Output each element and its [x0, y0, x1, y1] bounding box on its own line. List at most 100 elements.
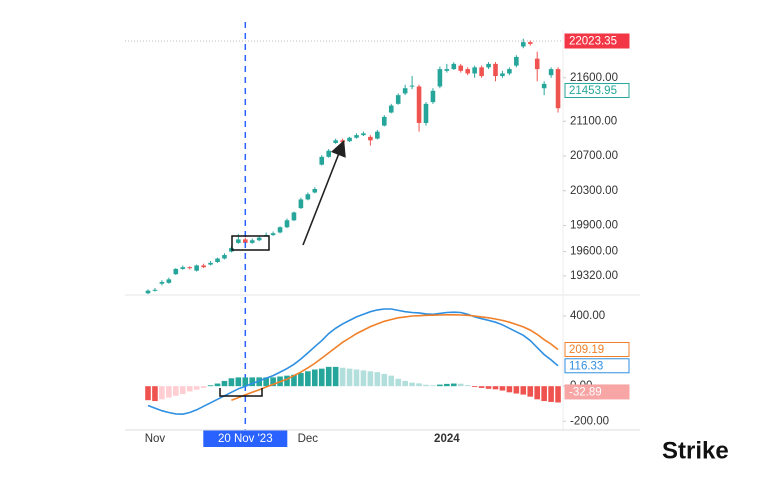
- candle-body: [382, 116, 387, 126]
- histogram-bar: [534, 386, 540, 400]
- candle-body: [541, 83, 547, 89]
- y-tick-label: 21100.00: [570, 115, 617, 127]
- candle-body: [319, 156, 325, 165]
- histogram-bar: [145, 386, 151, 401]
- candle-body: [409, 85, 415, 87]
- candle-body: [486, 63, 491, 68]
- price-tag: [564, 82, 630, 98]
- histogram-bar: [437, 384, 443, 387]
- histogram-bar: [430, 385, 436, 387]
- x-tick-label: Nov: [145, 433, 166, 445]
- candle-body: [368, 136, 373, 141]
- candle-body: [437, 69, 443, 87]
- histogram-bar: [499, 386, 506, 391]
- price-tag-label: 116.33: [569, 360, 603, 372]
- candle-body: [493, 63, 498, 77]
- price-tag-label: 22023.35: [569, 36, 617, 48]
- candle-body: [416, 86, 422, 123]
- price-tag-label: 209.19: [569, 344, 604, 356]
- candle-body: [222, 255, 227, 259]
- histogram-bar: [388, 375, 395, 387]
- y-tick-label: 19600.00: [570, 246, 618, 258]
- histogram-bar: [298, 373, 304, 387]
- histogram-bar: [541, 386, 547, 402]
- candle-body: [534, 58, 540, 70]
- histogram-bar: [381, 373, 388, 387]
- candle-body: [187, 267, 192, 269]
- price-tag: [564, 33, 630, 49]
- candle-body: [145, 290, 151, 294]
- histogram-bar: [471, 386, 478, 388]
- candle-body: [472, 67, 477, 74]
- histogram-bar: [416, 383, 422, 387]
- histogram-bar: [214, 383, 221, 387]
- candle-body: [430, 90, 436, 103]
- histogram-bar: [395, 378, 401, 387]
- histogram-bar: [221, 380, 228, 387]
- candle-body: [402, 88, 408, 94]
- histogram-bar: [291, 374, 297, 387]
- indicator-line: [231, 314, 559, 401]
- x-tick-label: Dec: [298, 433, 319, 445]
- histogram-bar: [284, 375, 290, 387]
- y-tick-label: 400.00: [570, 310, 605, 322]
- candle-body: [236, 239, 241, 243]
- y-tick-label: 19900.00: [570, 220, 618, 232]
- candle-body: [555, 69, 561, 109]
- price-tag: [564, 341, 630, 357]
- brand-logo: Strike: [662, 437, 729, 464]
- candle-body: [180, 267, 186, 269]
- histogram-bar: [186, 386, 193, 392]
- histogram-bar: [339, 367, 346, 387]
- histogram-bar: [166, 386, 172, 398]
- candle-body: [465, 69, 470, 74]
- candle-body: [256, 237, 262, 241]
- histogram-bar: [152, 386, 158, 402]
- candle-body: [243, 239, 248, 243]
- candle-body: [347, 137, 352, 142]
- histogram-bar: [242, 377, 249, 387]
- candle-body: [507, 69, 512, 74]
- histogram-bar: [367, 371, 374, 387]
- histogram-bar: [228, 378, 235, 387]
- histogram-bar: [325, 366, 332, 387]
- histogram-bar: [478, 386, 485, 388]
- histogram-bar: [318, 368, 325, 387]
- candle-body: [270, 233, 276, 236]
- candle-body: [500, 73, 505, 77]
- histogram-bar: [423, 384, 429, 387]
- candle-body: [305, 194, 311, 200]
- histogram-bar: [249, 377, 256, 387]
- histogram-bar: [200, 386, 207, 388]
- y-tick-label: 20700.00: [570, 150, 618, 162]
- price-tag-label: 21453.95: [569, 85, 617, 97]
- candle-body: [215, 258, 220, 262]
- histogram-bar: [263, 377, 269, 387]
- candle-body: [340, 140, 345, 143]
- candle-body: [333, 140, 338, 143]
- highlight-box: [231, 235, 270, 251]
- candle-body: [361, 133, 366, 136]
- histogram-bar: [527, 386, 534, 397]
- candle-body: [298, 199, 304, 209]
- histogram-bar: [451, 383, 457, 387]
- histogram-bar: [506, 386, 513, 393]
- histogram-bar: [520, 386, 527, 395]
- candle-body: [277, 227, 283, 233]
- candle-body: [326, 150, 331, 157]
- histogram-bar: [457, 383, 464, 387]
- candle-body: [194, 265, 199, 271]
- candle-body: [451, 63, 457, 70]
- histogram-bar: [402, 380, 408, 387]
- candle-body: [444, 69, 450, 71]
- trend-arrow: [302, 140, 346, 246]
- histogram-bar: [312, 369, 318, 387]
- histogram-bar: [159, 386, 165, 400]
- histogram-bar: [173, 386, 179, 396]
- histogram-bar: [360, 370, 367, 387]
- candle-body: [527, 42, 533, 44]
- candle-body: [208, 262, 213, 265]
- histogram-bar: [207, 385, 214, 387]
- histogram-bar: [548, 386, 554, 402]
